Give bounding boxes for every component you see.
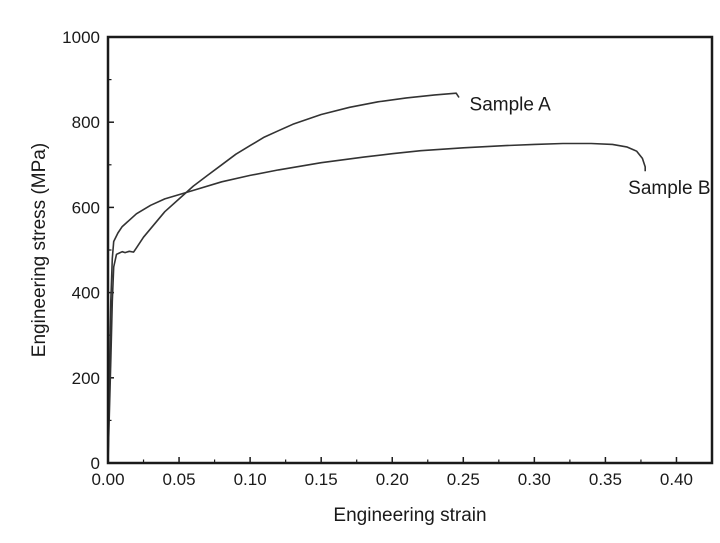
- x-tick-label: 0.05: [163, 470, 196, 489]
- series-line-sample-a: [107, 92, 460, 464]
- x-tick-label: 0.35: [589, 470, 622, 489]
- axis-ticks: [107, 36, 678, 464]
- x-tick-label: 0.15: [305, 470, 338, 489]
- x-tick-label: 0.20: [376, 470, 409, 489]
- y-tick-label: 600: [72, 198, 100, 217]
- x-tick-label: 0.40: [660, 470, 693, 489]
- y-axis-title: Engineering stress (MPa): [29, 143, 50, 357]
- plot-frame: [106, 35, 714, 465]
- series-annotations: Sample A Sample B: [470, 94, 711, 198]
- x-tick-label: 0.10: [234, 470, 267, 489]
- y-tick-label: 800: [72, 113, 100, 132]
- x-tick-label: 0.00: [91, 470, 124, 489]
- x-tick-label: 0.30: [518, 470, 551, 489]
- x-axis-title: Engineering strain: [333, 505, 486, 526]
- x-tick-label: 0.25: [447, 470, 480, 489]
- tick-labels: 0.00 0.05 0.10 0.15 0.20 0.25 0.30 0.35 0.40 0 200…: [62, 28, 693, 489]
- y-tick-label: 0: [91, 454, 100, 473]
- series-line-sample-b: [107, 142, 646, 464]
- y-tick-label: 400: [72, 284, 100, 303]
- series-annotation: Sample A: [470, 94, 552, 115]
- series-annotation: Sample B: [628, 178, 710, 199]
- y-tick-label: 200: [72, 369, 100, 388]
- series-layer: [107, 92, 646, 464]
- y-tick-label: 1000: [62, 28, 100, 47]
